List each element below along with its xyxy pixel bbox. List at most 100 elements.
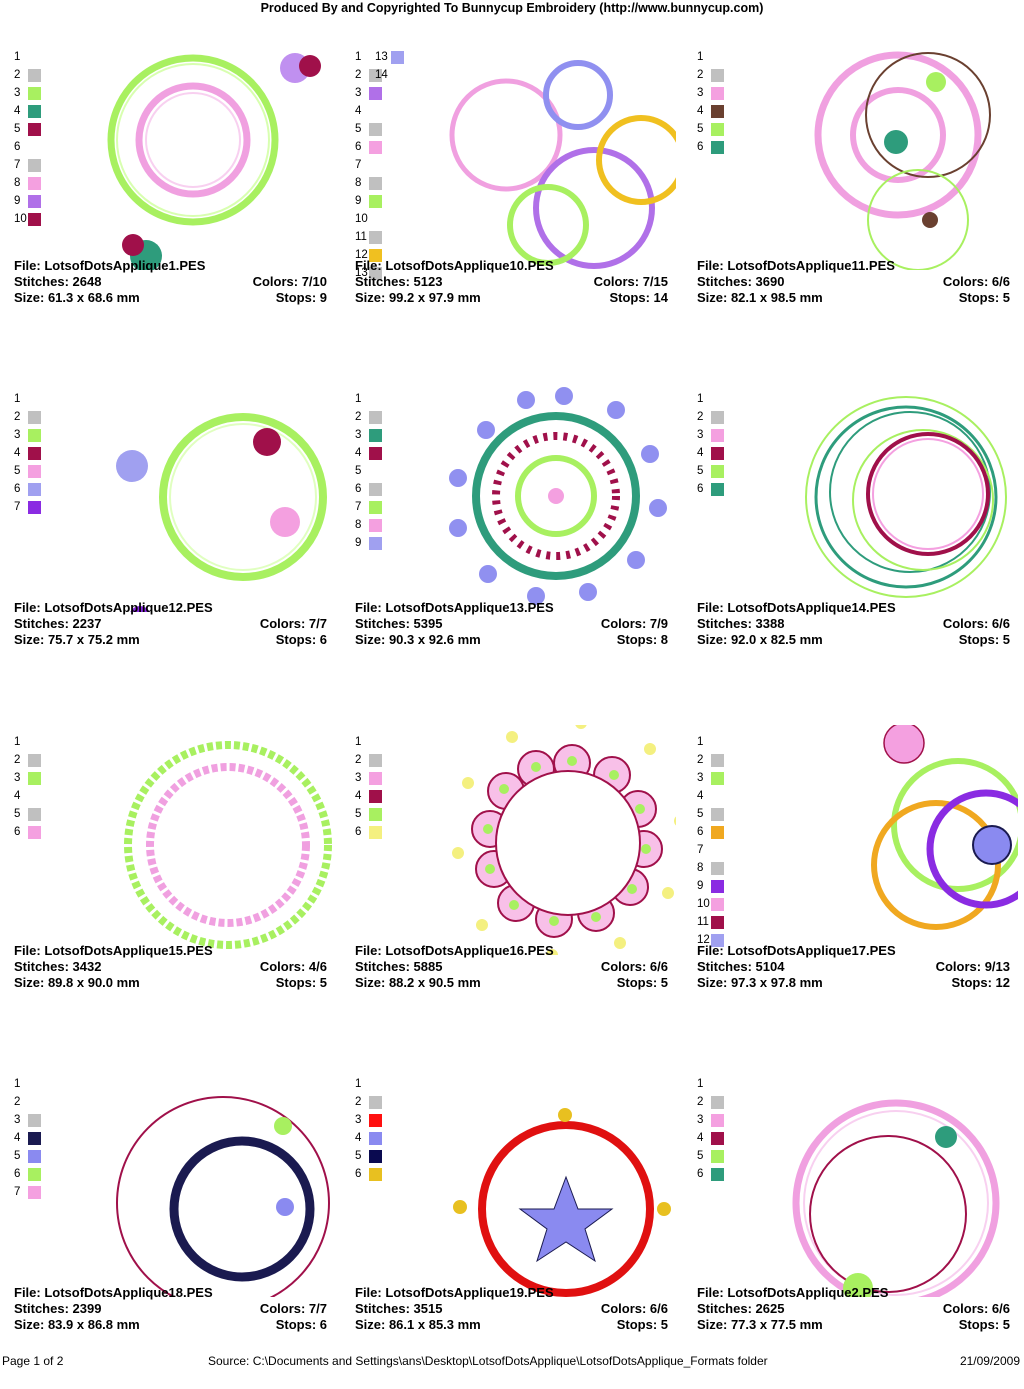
- design-preview: [95, 40, 335, 272]
- design-card: 1 2 3 4 5 6 7 8 9 File: LotsofDotsApplique13.PES…: [341, 362, 683, 704]
- legend-row: 3: [14, 1111, 41, 1129]
- legend-number: 4: [14, 105, 21, 117]
- legend-row: 6: [14, 1165, 41, 1183]
- file-name: File: LotsofDotsApplique12.PES: [14, 600, 213, 615]
- legend-number: 7: [355, 501, 362, 513]
- color-swatch: [711, 825, 724, 839]
- legend-row: 4: [355, 1129, 382, 1147]
- color-swatch: [28, 1131, 41, 1145]
- legend-number: 7: [14, 159, 21, 171]
- design-size: Size: 92.0 x 82.5 mm: [697, 632, 823, 647]
- legend-row: 10: [697, 895, 724, 913]
- color-swatch: [711, 482, 724, 496]
- color-swatch: [711, 140, 724, 154]
- legend-row: 5: [355, 120, 382, 138]
- color-swatch: [28, 446, 41, 460]
- color-count: Colors: 6/6: [942, 274, 1010, 289]
- file-name: File: LotsofDotsApplique1.PES: [14, 258, 206, 273]
- design-card: 1 2 3 4 5 6 7 8 9 10 File: LotsofDotsApplique1.PE…: [0, 20, 342, 362]
- legend-number: 2: [14, 411, 21, 423]
- legend-number: 1: [697, 1078, 704, 1090]
- legend-row: 10: [14, 210, 41, 228]
- color-swatch: [369, 789, 382, 803]
- legend-number: 6: [697, 141, 704, 153]
- color-swatch: [711, 861, 724, 875]
- color-count: Colors: 4/6: [259, 959, 327, 974]
- file-name: File: LotsofDotsApplique19.PES: [355, 1285, 554, 1300]
- color-swatch: [391, 50, 404, 64]
- stop-count: Stops: 5: [616, 975, 668, 990]
- color-legend: 1 2 3 4 5 6 7: [14, 390, 41, 516]
- legend-row: 6: [355, 1165, 382, 1183]
- color-swatch: [28, 428, 41, 442]
- legend-number: 2: [697, 754, 704, 766]
- color-swatch: [28, 807, 41, 821]
- legend-number: 5: [355, 123, 362, 135]
- legend-row: 4: [355, 787, 382, 805]
- legend-row: 8: [697, 859, 724, 877]
- legend-number: 4: [355, 1132, 362, 1144]
- legend-number: 14: [375, 69, 388, 81]
- legend-row: 3: [355, 1111, 382, 1129]
- legend-row: 5: [697, 120, 724, 138]
- legend-number: 2: [697, 411, 704, 423]
- stitch-count: Stitches: 2625: [697, 1301, 785, 1316]
- legend-row: 3: [697, 84, 724, 102]
- legend-number: 7: [14, 501, 21, 513]
- color-swatch: [369, 410, 382, 424]
- legend-number: 2: [697, 69, 704, 81]
- legend-number: 4: [355, 790, 362, 802]
- legend-number: 6: [355, 141, 362, 153]
- color-swatch: [711, 915, 724, 929]
- color-swatch: [711, 464, 724, 478]
- legend-number: 8: [697, 862, 704, 874]
- legend-number: 2: [14, 69, 21, 81]
- color-swatch: [28, 482, 41, 496]
- stop-count: Stops: 5: [958, 290, 1010, 305]
- legend-row: 4: [14, 444, 41, 462]
- legend-row: 2: [355, 66, 382, 84]
- stop-count: Stops: 9: [275, 290, 327, 305]
- color-swatch: [369, 536, 382, 550]
- design-info: File: LotsofDotsApplique1.PES Stitches: 2…: [14, 258, 327, 306]
- color-swatch: [369, 753, 382, 767]
- color-swatch: [369, 1095, 382, 1109]
- color-legend: 1 2 3 4 5 6: [14, 733, 41, 841]
- color-swatch: [711, 753, 724, 767]
- color-swatch: [369, 248, 382, 262]
- file-name: File: LotsofDotsApplique13.PES: [355, 600, 554, 615]
- legend-number: 3: [697, 1114, 704, 1126]
- color-swatch: [369, 266, 382, 280]
- legend-row: 1: [697, 48, 724, 66]
- legend-number: 5: [697, 123, 704, 135]
- design-preview: [778, 382, 1018, 612]
- legend-row: 7: [697, 841, 724, 859]
- design-size: Size: 89.8 x 90.0 mm: [14, 975, 140, 990]
- legend-number: 5: [355, 1150, 362, 1162]
- legend-number: 1: [697, 51, 704, 63]
- design-size: Size: 88.2 x 90.5 mm: [355, 975, 481, 990]
- legend-number: 3: [697, 429, 704, 441]
- legend-row: 6: [697, 480, 724, 498]
- color-swatch: [28, 68, 41, 82]
- design-preview: [95, 725, 335, 955]
- legend-number: 5: [14, 808, 21, 820]
- design-preview: [778, 1067, 1018, 1307]
- legend-row: 6: [14, 138, 41, 156]
- color-swatch: [711, 68, 724, 82]
- color-swatch: [28, 771, 41, 785]
- legend-number: 1: [355, 393, 362, 405]
- legend-row: 6: [697, 823, 724, 841]
- legend-row: 6: [355, 823, 382, 841]
- legend-number: 1: [697, 393, 704, 405]
- color-legend: 1 2 3 4 5 6: [697, 390, 724, 498]
- color-swatch: [369, 159, 382, 172]
- legend-row: 7: [14, 156, 41, 174]
- legend-row: 2: [14, 751, 41, 769]
- legend-number: 5: [697, 808, 704, 820]
- design-size: Size: 75.7 x 75.2 mm: [14, 632, 140, 647]
- design-size: Size: 82.1 x 98.5 mm: [697, 290, 823, 305]
- legend-row: 7: [355, 498, 382, 516]
- stitch-count: Stitches: 2648: [14, 274, 102, 289]
- legend-row: 12: [355, 246, 382, 264]
